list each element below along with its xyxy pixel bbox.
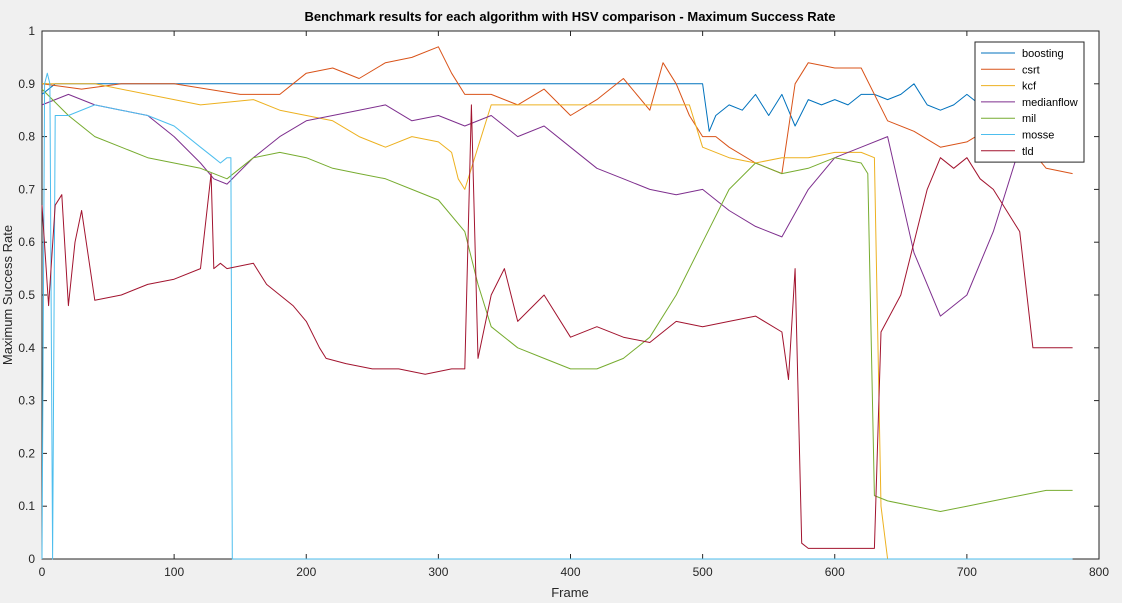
x-tick-label: 100 — [164, 565, 184, 579]
series-line-mosse — [41, 72, 1073, 560]
series-line-mil — [41, 88, 1073, 512]
y-axis: 0 0.1 0.2 0.3 0.4 0.5 0.6 0.7 0.8 0.9 1 — [18, 24, 1099, 566]
x-tick-label: 300 — [428, 565, 448, 579]
legend: boosting csrt kcf medianflow mil mosse tld — [974, 41, 1085, 163]
x-tick-label: 500 — [693, 565, 713, 579]
x-axis-label: Frame — [551, 585, 589, 600]
y-tick-label: 0.1 — [18, 499, 35, 513]
series-line-tld — [41, 104, 1073, 549]
y-axis-label: Maximum Success Rate — [0, 225, 15, 365]
legend-label-tld: tld — [1022, 146, 1034, 158]
y-tick-label: 0.2 — [18, 446, 35, 460]
y-tick-label: 0.6 — [18, 235, 35, 249]
series-line-csrt — [41, 46, 1073, 175]
series-line-boosting — [41, 83, 1073, 132]
legend-label-csrt: csrt — [1022, 64, 1040, 76]
series-line-kcf — [42, 83, 889, 560]
x-tick-label: 600 — [825, 565, 845, 579]
legend-label-boosting: boosting — [1022, 48, 1064, 60]
plot-area — [41, 30, 1100, 560]
x-tick-label: 800 — [1089, 565, 1109, 579]
series-line-medianflow — [41, 83, 1073, 317]
legend-label-kcf: kcf — [1022, 81, 1037, 93]
y-tick-label: 0.7 — [18, 182, 35, 196]
y-tick-label: 1 — [28, 24, 35, 38]
legend-label-medianflow: medianflow — [1022, 97, 1078, 109]
y-tick-label: 0 — [28, 552, 35, 566]
y-tick-label: 0.4 — [18, 341, 35, 355]
x-tick-label: 400 — [560, 565, 580, 579]
legend-label-mil: mil — [1022, 113, 1036, 125]
x-tick-label: 700 — [957, 565, 977, 579]
y-tick-label: 0.3 — [18, 394, 35, 408]
series-lines — [41, 46, 1073, 560]
chart-title: Benchmark results for each algorithm wit… — [305, 9, 836, 24]
y-tick-label: 0.9 — [18, 77, 35, 91]
x-tick-label: 200 — [296, 565, 316, 579]
legend-label-mosse: mosse — [1022, 130, 1054, 142]
y-tick-label: 0.8 — [18, 130, 35, 144]
x-tick-label: 0 — [39, 565, 46, 579]
y-tick-label: 0.5 — [18, 288, 35, 302]
x-axis: 0 100 200 300 400 500 600 700 800 — [39, 31, 1109, 579]
